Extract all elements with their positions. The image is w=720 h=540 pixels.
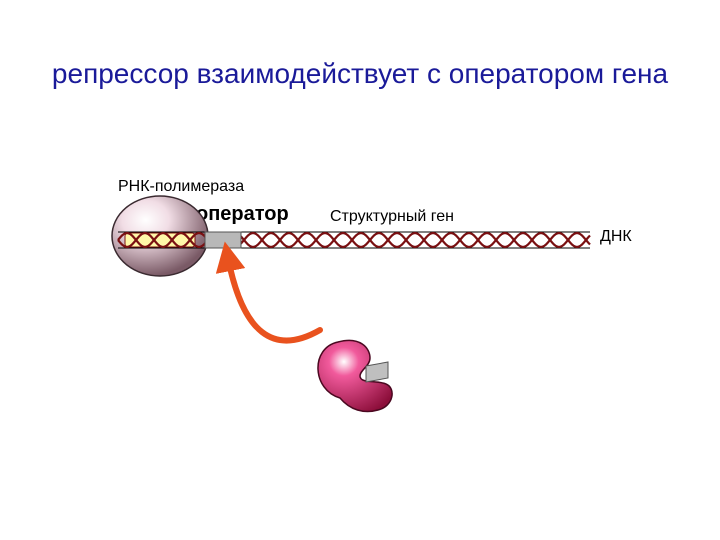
repressor-protein bbox=[318, 340, 392, 411]
operator-box bbox=[205, 232, 241, 248]
repressor-site bbox=[366, 362, 388, 382]
repressor-arrow bbox=[228, 258, 320, 341]
diagram-canvas bbox=[0, 0, 720, 540]
diagram-stage: репрессор взаимодействует с оператором г… bbox=[0, 0, 720, 540]
